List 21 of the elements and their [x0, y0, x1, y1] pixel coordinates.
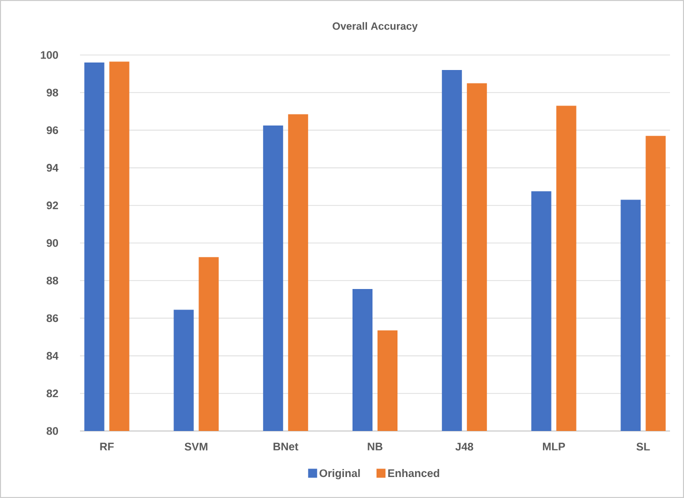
y-tick-label: 96 — [46, 126, 58, 134]
y-tick-label: 100 — [40, 51, 58, 59]
y-tick-label: 82 — [46, 390, 58, 398]
y-tick-label: 86 — [46, 314, 58, 322]
y-tick-label: 84 — [46, 352, 58, 360]
x-tick-label: RF — [100, 442, 114, 450]
y-tick-label: 92 — [46, 202, 58, 210]
x-tick-label: SVM — [184, 442, 208, 451]
legend-label: Enhanced — [388, 469, 440, 478]
x-tick-label: NB — [368, 442, 382, 450]
y-tick-label: 94 — [46, 164, 58, 172]
y-tick-label: 90 — [46, 239, 58, 247]
x-tick-label: SL — [636, 442, 650, 451]
y-tick-label: 88 — [46, 276, 58, 284]
x-tick-label: MLP — [542, 442, 565, 450]
y-tick-label: 80 — [46, 427, 58, 435]
x-tick-label: J48 — [455, 442, 474, 451]
x-tick-label: BNet — [274, 442, 298, 450]
legend-label: Original — [320, 469, 360, 480]
chart-title: Overall Accuracy — [332, 22, 418, 32]
y-tick-label: 98 — [46, 88, 58, 96]
